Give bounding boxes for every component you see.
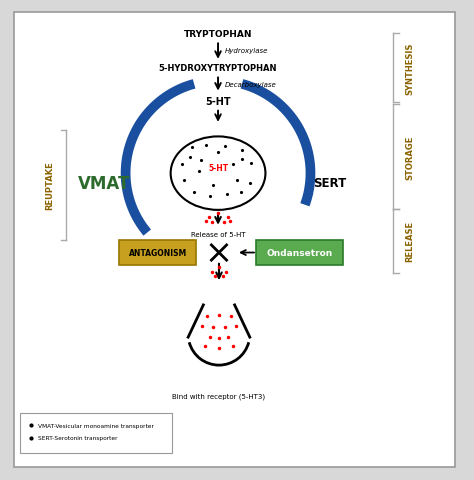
FancyBboxPatch shape bbox=[14, 13, 455, 467]
Text: ANTAGONISM: ANTAGONISM bbox=[129, 249, 187, 257]
FancyBboxPatch shape bbox=[256, 240, 343, 265]
Ellipse shape bbox=[171, 137, 265, 210]
Text: STORAGE: STORAGE bbox=[405, 135, 414, 180]
FancyBboxPatch shape bbox=[20, 413, 172, 453]
Text: SERT-Serotonin transporter: SERT-Serotonin transporter bbox=[38, 435, 118, 440]
Text: VMAT: VMAT bbox=[78, 174, 130, 192]
Text: RELEASE: RELEASE bbox=[405, 220, 414, 262]
Text: Hydroxylase: Hydroxylase bbox=[225, 48, 269, 54]
Text: VMAT-Vesicular monoamine transporter: VMAT-Vesicular monoamine transporter bbox=[38, 423, 154, 428]
Text: REUPTAKE: REUPTAKE bbox=[46, 161, 54, 210]
Text: Release of 5-HT: Release of 5-HT bbox=[191, 231, 246, 237]
FancyBboxPatch shape bbox=[119, 240, 196, 265]
Text: 5-HT: 5-HT bbox=[208, 164, 228, 173]
Text: Ondansetron: Ondansetron bbox=[267, 249, 333, 257]
Text: Bind with receptor (5-HT3): Bind with receptor (5-HT3) bbox=[173, 393, 265, 399]
Text: 5-HYDROXYTRYPTOPHAN: 5-HYDROXYTRYPTOPHAN bbox=[159, 64, 277, 73]
Text: SERT: SERT bbox=[313, 177, 346, 190]
Text: SYNTHESIS: SYNTHESIS bbox=[405, 43, 414, 95]
Text: TRYPTOPHAN: TRYPTOPHAN bbox=[184, 30, 252, 39]
Text: Decarboxylase: Decarboxylase bbox=[225, 82, 277, 87]
Text: 5-HT: 5-HT bbox=[205, 96, 231, 107]
